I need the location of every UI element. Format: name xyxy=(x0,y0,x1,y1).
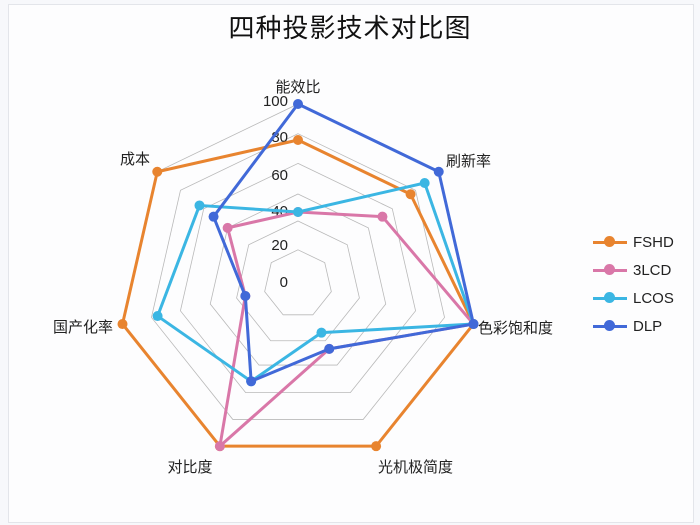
axis-label: 能效比 xyxy=(275,78,320,96)
data-point xyxy=(293,99,303,109)
data-point xyxy=(214,441,225,452)
legend-item-fshd[interactable]: FSHD xyxy=(593,228,674,256)
series-line-lcos xyxy=(156,181,475,383)
grid-ring xyxy=(264,249,332,316)
data-point xyxy=(152,311,163,322)
radial-tick-label: 60 xyxy=(271,167,288,184)
series-line-3lcd xyxy=(218,210,475,448)
chart-title: 四种投影技术对比图 xyxy=(228,14,472,44)
series-line-fshd xyxy=(121,138,475,448)
radial-tick-label: 20 xyxy=(271,237,288,254)
axis-label: 光机极简度 xyxy=(378,458,453,476)
legend: FSHD 3LCD LCOS DLP xyxy=(593,228,674,340)
legend-label: DLP xyxy=(633,317,663,335)
data-point xyxy=(377,211,388,222)
legend-marker-icon xyxy=(593,235,627,249)
data-point xyxy=(194,200,205,211)
grid-ring xyxy=(179,162,417,394)
legend-marker-icon xyxy=(593,319,627,333)
data-point xyxy=(222,222,233,233)
series-line-dlp xyxy=(212,102,475,383)
data-point xyxy=(293,135,303,145)
data-point xyxy=(433,166,444,177)
axis-label: 国产化率 xyxy=(53,318,113,336)
grid-ring xyxy=(236,220,360,342)
legend-label: 3LCD xyxy=(633,261,672,279)
grid-ring xyxy=(122,103,474,447)
legend-item-3lcd[interactable]: 3LCD xyxy=(593,256,674,284)
data-point xyxy=(405,189,416,200)
data-point xyxy=(117,319,128,330)
legend-label: FSHD xyxy=(633,233,674,251)
data-point xyxy=(246,376,257,387)
legend-label: LCOS xyxy=(633,289,674,307)
radial-tick-label: 100 xyxy=(263,93,288,110)
axis-label: 刷新率 xyxy=(446,152,491,170)
data-point xyxy=(324,343,335,354)
data-point xyxy=(240,291,251,302)
data-point xyxy=(419,177,430,188)
chart-frame xyxy=(8,4,694,523)
axis-label: 色彩饱和度 xyxy=(478,319,553,337)
data-point xyxy=(208,211,219,222)
radial-tick-label: 0 xyxy=(280,274,288,291)
data-point xyxy=(293,207,303,217)
data-point xyxy=(316,327,327,338)
legend-item-dlp[interactable]: DLP xyxy=(593,312,674,340)
legend-marker-icon xyxy=(593,291,627,305)
axis-label: 成本 xyxy=(120,150,150,168)
axis-label: 对比度 xyxy=(167,458,212,476)
data-point xyxy=(152,166,163,177)
data-point xyxy=(371,441,382,452)
legend-marker-icon xyxy=(593,263,627,277)
data-point xyxy=(468,319,479,330)
legend-item-lcos[interactable]: LCOS xyxy=(593,284,674,312)
